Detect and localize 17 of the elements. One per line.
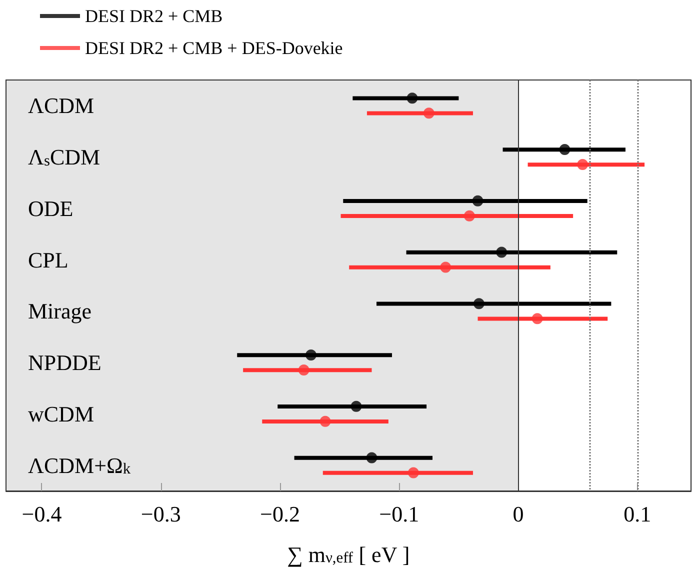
x-tick-label: 0 (512, 502, 524, 526)
y-tick-label: Mirage (28, 298, 92, 324)
y-tick-label: ODE (28, 196, 74, 221)
y-tick-label: ΛCDM (28, 93, 94, 118)
x-tick-label: −0.2 (260, 502, 300, 526)
y-tick-label: ΛsCDM (28, 144, 100, 170)
legend-label: DESI DR2 + CMB (85, 6, 223, 26)
x-tick-label: −0.1 (379, 502, 420, 526)
y-tick-label: ΛCDM+Ωk (28, 452, 131, 478)
y-tick-label: NPDDE (28, 350, 102, 376)
x-tick-label: −0.3 (140, 502, 181, 526)
x-axis-title: ∑ mν,eff [ eV ] (287, 542, 410, 567)
x-tick-label: 0.1 (624, 502, 652, 526)
y-tick-label: wCDM (28, 401, 94, 426)
legend-label: DESI DR2 + CMB + DES-Dovekie (85, 38, 343, 58)
y-tick-label: CPL (28, 247, 68, 272)
x-tick-label: −0.4 (22, 502, 62, 526)
